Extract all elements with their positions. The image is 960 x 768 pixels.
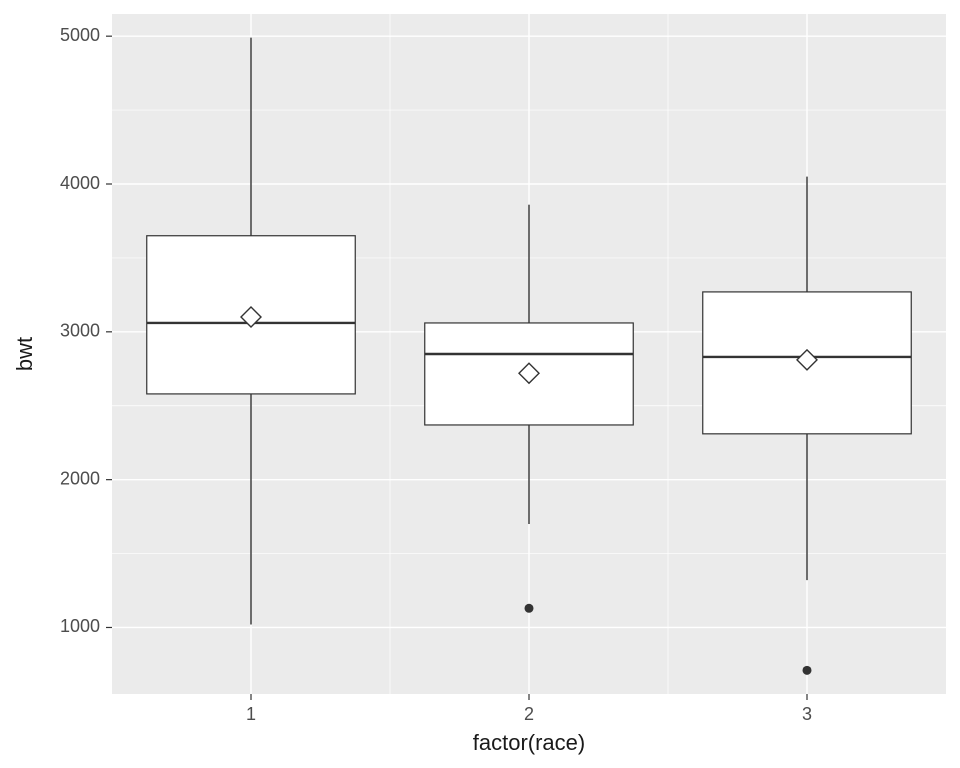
- svg-text:1000: 1000: [60, 616, 100, 636]
- svg-text:5000: 5000: [60, 25, 100, 45]
- svg-text:2000: 2000: [60, 468, 100, 488]
- svg-text:2: 2: [524, 704, 534, 724]
- svg-text:3000: 3000: [60, 321, 100, 341]
- svg-text:1: 1: [246, 704, 256, 724]
- boxplot-chart: 1000 2000 3000 4000 5000 1 2 3 factor(race) bwt: [0, 0, 960, 768]
- svg-text:3: 3: [802, 704, 812, 724]
- svg-text:4000: 4000: [60, 173, 100, 193]
- svg-text:bwt: bwt: [12, 337, 37, 371]
- svg-text:factor(race): factor(race): [473, 730, 585, 755]
- chart-svg: 1000 2000 3000 4000 5000 1 2 3 factor(race) bwt: [0, 0, 960, 768]
